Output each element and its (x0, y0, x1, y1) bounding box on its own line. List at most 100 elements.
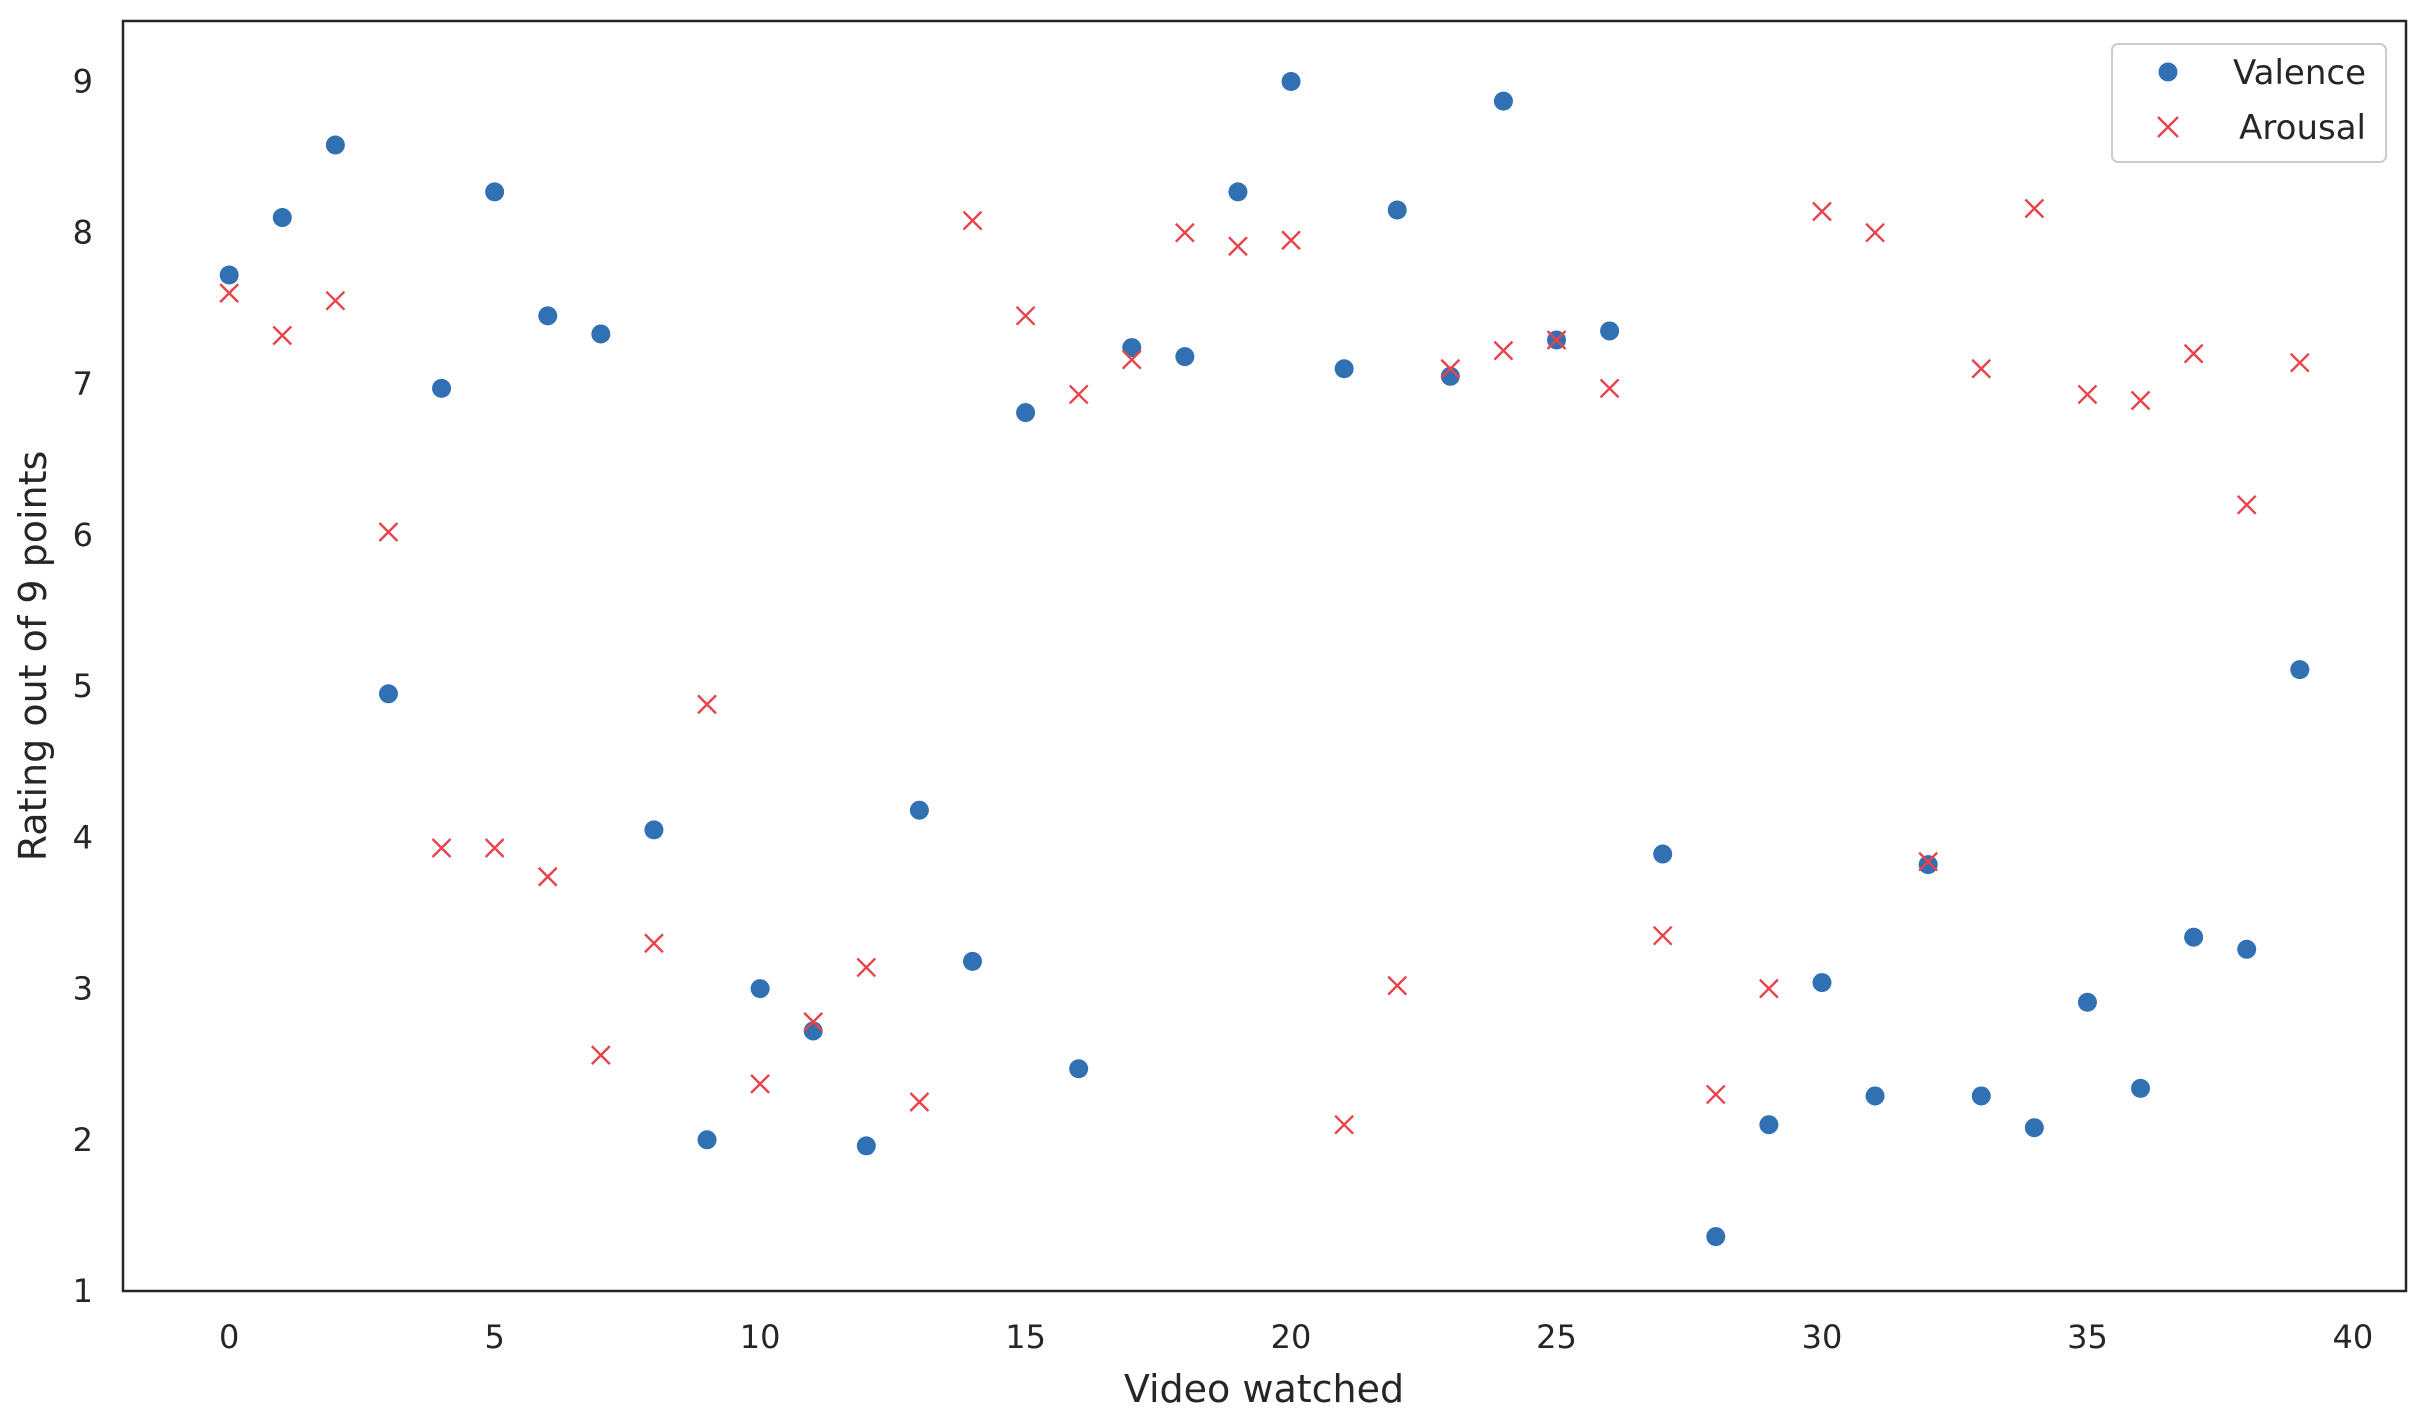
arousal-point (2236, 494, 2257, 515)
legend-valence-marker (2158, 62, 2178, 82)
arousal-point (2077, 384, 2098, 405)
arousal-point (1493, 340, 1514, 361)
valence-point (1122, 338, 1142, 358)
arousal-point (1281, 230, 1301, 251)
x-tick-label: 5 (484, 1318, 504, 1356)
valence-point (485, 182, 505, 202)
valence-point (1016, 403, 1036, 423)
series-arousal (219, 198, 2310, 1135)
arousal-point (1652, 925, 1673, 946)
y-tick-label: 2 (73, 1121, 93, 1159)
valence-point (2024, 1118, 2044, 1138)
legend-arousal-label: Arousal (2239, 108, 2366, 148)
arousal-point (378, 522, 399, 542)
valence-point (1706, 1227, 1726, 1247)
plot-frame (121, 19, 2408, 1293)
arousal-point (1440, 358, 1461, 379)
y-tick-label: 3 (73, 970, 93, 1008)
arousal-point (697, 694, 717, 715)
arousal-point (644, 933, 664, 954)
valence-point (856, 1136, 876, 1156)
arousal-point (590, 1045, 611, 1065)
arousal-point (431, 838, 452, 858)
y-tick-label: 7 (73, 365, 93, 403)
valence-point (538, 306, 558, 326)
valence-point (1281, 71, 1301, 91)
valence-point (1228, 182, 1248, 202)
valence-point (1971, 1086, 1991, 1106)
arousal-point (1387, 975, 1408, 996)
valence-point (325, 135, 345, 155)
x-tick-label: 15 (1005, 1318, 1046, 1356)
legend-frame (2111, 43, 2387, 163)
valence-point (1759, 1115, 1779, 1135)
arousal-point (909, 1092, 930, 1112)
valence-point (1865, 1086, 1885, 1106)
valence-point (1387, 200, 1407, 220)
x-tick-label: 20 (1271, 1318, 1312, 1356)
arousal-point (1599, 378, 1620, 399)
valence-point (750, 979, 770, 999)
arousal-point (219, 283, 240, 303)
valence-point (1334, 359, 1354, 379)
y-tick-label: 4 (73, 818, 93, 856)
legend-arousal-marker (2157, 116, 2179, 138)
arousal-point (1068, 384, 1089, 405)
arousal-point (272, 325, 293, 346)
valence-point (2290, 660, 2310, 680)
y-tick-label: 6 (73, 516, 93, 554)
valence-point (219, 265, 239, 285)
arousal-point (1334, 1114, 1354, 1135)
x-tick-label: 35 (2067, 1318, 2108, 1356)
valence-point (272, 208, 292, 228)
valence-point (2077, 992, 2097, 1012)
series-valence (219, 71, 2310, 1247)
valence-point (697, 1130, 717, 1150)
valence-point (1812, 973, 1832, 993)
arousal-point (962, 210, 983, 231)
valence-point (1600, 321, 1620, 341)
valence-point (1440, 366, 1460, 386)
y-tick-label: 9 (73, 62, 93, 100)
valence-point (378, 684, 398, 704)
valence-point (644, 820, 664, 840)
points-layer (219, 71, 2310, 1247)
arousal-point (1546, 330, 1567, 350)
valence-point (1069, 1059, 1089, 1079)
x-tick-label: 25 (1536, 1318, 1577, 1356)
x-axis-label: Video watched (1124, 1367, 1404, 1411)
valence-point (2237, 939, 2257, 959)
arousal-point (1918, 851, 1939, 872)
arousal-point (1175, 222, 1195, 243)
x-tick-label: 0 (219, 1318, 239, 1356)
valence-point (1493, 91, 1513, 111)
x-tick-label: 40 (2333, 1318, 2374, 1356)
arousal-point (750, 1074, 770, 1094)
valence-point (1175, 347, 1195, 367)
valence-point (803, 1021, 823, 1041)
arousal-point (2289, 352, 2310, 373)
arousal-point (2130, 390, 2151, 411)
arousal-point (1015, 305, 1036, 326)
y-axis-label: Rating out of 9 points (11, 451, 55, 862)
arousal-point (1812, 201, 1832, 222)
arousal-point (1759, 978, 1779, 999)
valence-point (2131, 1078, 2151, 1098)
arousal-point (1865, 222, 1885, 243)
arousal-point (803, 1012, 824, 1032)
arousal-point (325, 290, 346, 311)
x-tick-label: 10 (740, 1318, 781, 1356)
x-tick-label: 30 (1802, 1318, 1843, 1356)
valence-point (962, 951, 982, 971)
valence-point (432, 378, 452, 398)
valence-point (1653, 844, 1673, 864)
ticks-layer: 0 5 10 15 20 25 30 35 40 1 2 3 4 5 6 7 8 9 (73, 62, 2374, 1356)
y-tick-label: 1 (73, 1272, 93, 1310)
arousal-point (2024, 198, 2045, 219)
valence-point (1918, 855, 1938, 875)
arousal-point (537, 866, 558, 887)
legend: Valence Arousal (2111, 43, 2387, 163)
arousal-point (484, 838, 505, 858)
valence-point (909, 800, 929, 820)
